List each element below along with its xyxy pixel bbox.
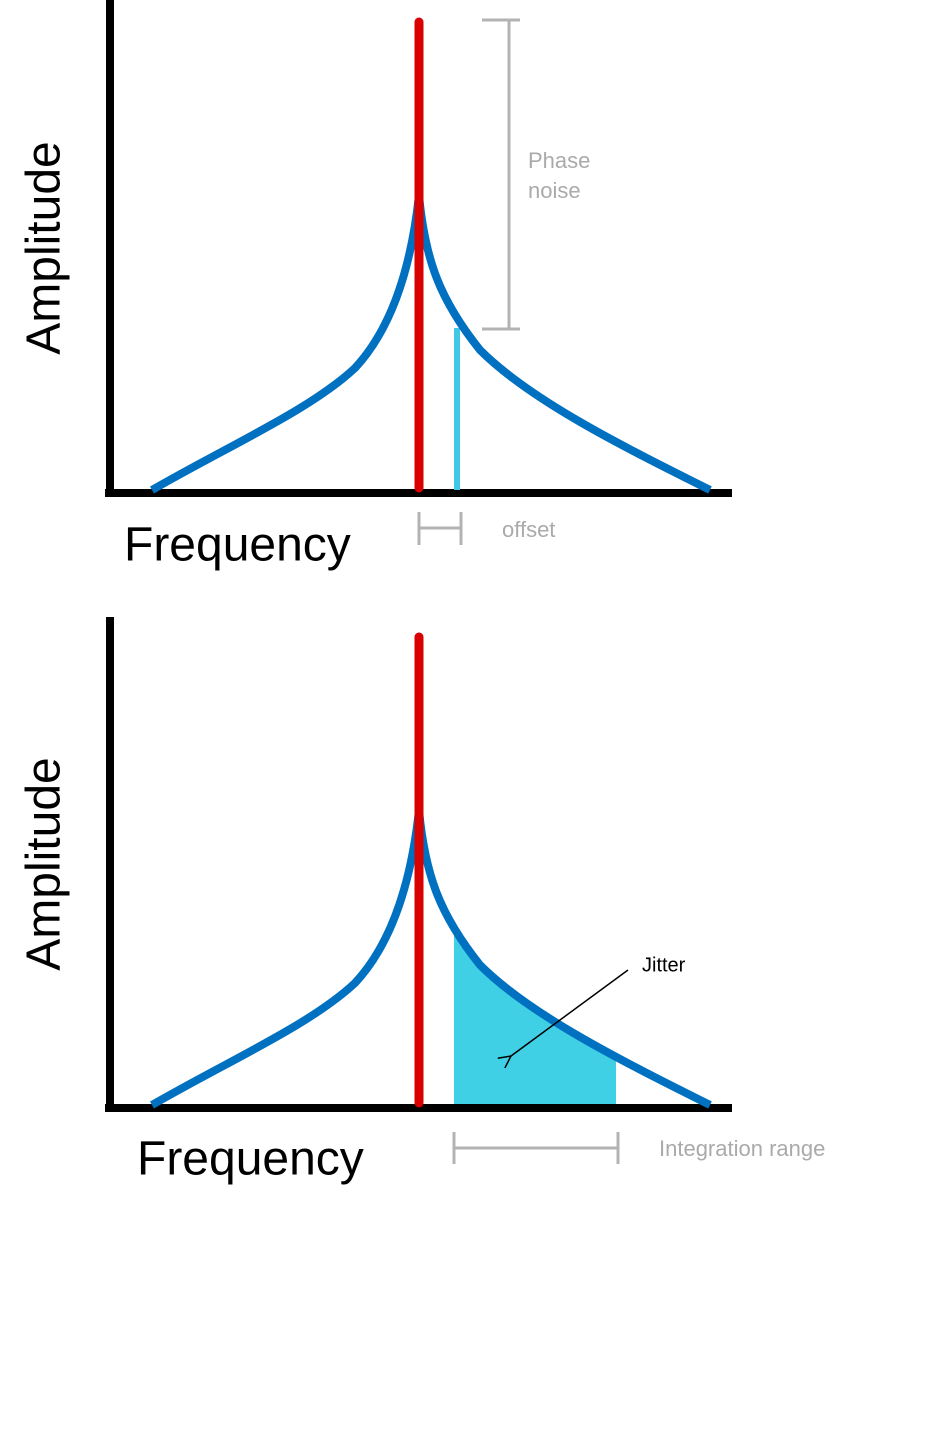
y-axis-label: Amplitude [18,757,71,970]
integration-range-bracket [452,1132,620,1164]
jitter-label: Jitter [642,954,686,976]
x-axis-label: Frequency [137,1133,364,1186]
panel-phase-noise: Phase noise offset Amplitude Frequency [18,0,732,572]
jitter-arrow [511,969,629,1056]
phase-noise-bracket [482,18,520,331]
phase-noise-label: noise [528,178,581,203]
jitter-area [454,927,616,1108]
spectrum-curve [150,809,712,1109]
integration-range-label: Integration range [659,1136,825,1161]
offset-label: offset [502,517,555,542]
y-axis-label: Amplitude [18,141,71,354]
panel-jitter: Jitter Integration range Amplitude Frequ… [18,617,825,1186]
offset-bracket [417,512,463,545]
phase-noise-label: Phase [528,148,590,173]
x-axis-label: Frequency [124,519,351,572]
spectrum-curve [150,194,712,494]
